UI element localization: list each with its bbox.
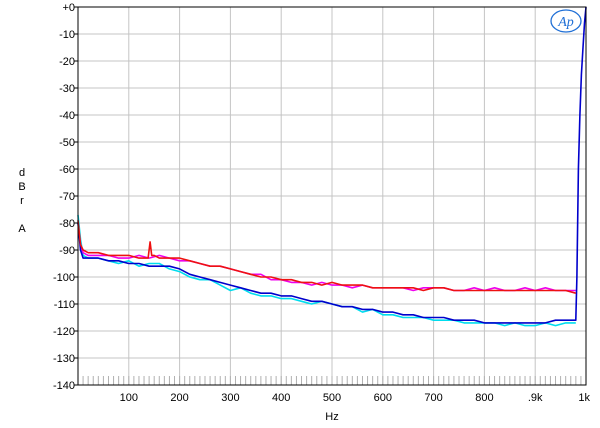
x-tick-label: 200	[170, 392, 188, 404]
ap-logo-text: Ap	[557, 15, 574, 30]
x-tick-label: 600	[374, 392, 392, 404]
ap-logo-ring	[550, 9, 582, 33]
y-axis-label-char: d	[19, 167, 25, 179]
x-tick-label: .9k	[528, 392, 543, 404]
x-tick-label: 400	[272, 392, 290, 404]
y-tick-label: -80	[59, 218, 75, 230]
y-tick-label: -40	[59, 110, 75, 122]
x-tick-labels: 100 200 300 400 500 600 700 800 .9k 1k	[120, 392, 591, 404]
y-tick-label: -70	[59, 191, 75, 203]
y-tick-labels: +0 -10 -20 -30 -40 -50 -60 -70 -80 -90 -100 -110 -12…	[53, 2, 78, 392]
y-tick-label: +0	[62, 2, 75, 14]
y-tick-label: -90	[59, 245, 75, 257]
y-tick-label: -50	[59, 137, 75, 149]
y-tick-label: -10	[59, 29, 75, 41]
x-tick-label: 100	[120, 392, 138, 404]
x-tick-label: 1k	[578, 392, 590, 404]
y-axis-label-char: A	[18, 223, 26, 235]
series-layer	[77, 6, 587, 327]
x-tick-label: 500	[323, 392, 341, 404]
y-tick-label: -110	[54, 299, 75, 311]
x-tick-label: 700	[424, 392, 442, 404]
minor-ticks	[82, 376, 582, 385]
series-line-3	[77, 6, 587, 324]
y-tick-label: -120	[53, 326, 75, 338]
series-line-4	[77, 220, 577, 294]
y-tick-label: -60	[59, 164, 75, 176]
x-axis-label: Hz	[325, 411, 338, 423]
x-tick-label: 300	[221, 392, 239, 404]
y-tick-label: -20	[59, 56, 75, 68]
y-tick-label: -130	[53, 353, 75, 365]
x-tick-label: 800	[475, 392, 493, 404]
y-axis-label-char: B	[18, 181, 25, 193]
y-tick-label: -100	[53, 272, 75, 284]
y-axis-label-char: r	[20, 195, 24, 207]
y-axis-label: d B r A	[18, 167, 26, 235]
y-tick-label: -30	[59, 83, 75, 95]
y-tick-label: -140	[53, 380, 75, 392]
ap-logo: Ap	[550, 9, 582, 33]
